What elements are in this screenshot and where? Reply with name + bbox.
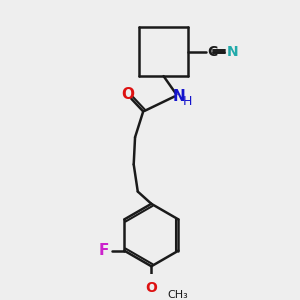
Text: CH₃: CH₃ — [168, 290, 188, 300]
Text: F: F — [99, 243, 110, 258]
Text: C: C — [207, 45, 217, 59]
Text: O: O — [121, 87, 134, 102]
Text: N: N — [172, 89, 185, 104]
Text: O: O — [146, 281, 157, 295]
Text: N: N — [226, 45, 238, 59]
Text: H: H — [182, 95, 192, 108]
